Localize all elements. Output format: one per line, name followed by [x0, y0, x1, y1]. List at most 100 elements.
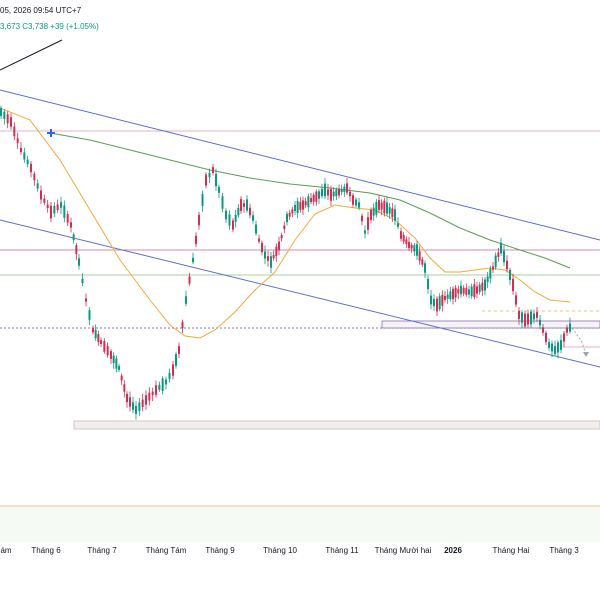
ohlc-tail: 3,673: [0, 22, 21, 31]
x-tick-label: Tháng Hai: [493, 546, 530, 555]
candle: [569, 323, 571, 332]
candle: [246, 199, 248, 211]
candle: [243, 203, 245, 207]
candle: [372, 207, 375, 216]
candle: [53, 205, 56, 214]
ma-fast: [0, 107, 571, 339]
candle: [433, 299, 435, 306]
candle: [489, 268, 492, 279]
candles-group: [0, 105, 571, 420]
candle: [261, 242, 263, 253]
candle: [340, 189, 343, 193]
candle: [539, 319, 541, 326]
candle: [446, 294, 449, 299]
candle: [240, 199, 242, 211]
candle: [512, 278, 514, 292]
candle: [138, 402, 141, 411]
candle: [545, 332, 547, 343]
candle: [527, 313, 529, 325]
candle: [327, 189, 329, 196]
cross-marker: [47, 129, 55, 137]
candle: [188, 276, 191, 284]
candle: [476, 286, 478, 294]
candle: [30, 163, 32, 173]
candle: [460, 285, 462, 295]
candle: [554, 346, 556, 354]
candle: [165, 379, 167, 385]
candle: [267, 256, 269, 261]
candle: [444, 296, 446, 300]
candle: [175, 354, 177, 366]
candle: [92, 327, 94, 333]
candle: [249, 207, 251, 216]
ohlc-change: +39 (+1.05%): [50, 22, 99, 31]
candle: [542, 327, 544, 333]
candle: [416, 244, 418, 256]
candle: [294, 204, 296, 212]
candle: [286, 213, 288, 223]
candle: [181, 321, 184, 329]
candle: [454, 287, 457, 298]
candle: [332, 191, 335, 197]
x-tick-label: Tháng 10: [263, 546, 297, 555]
x-tick-label: Tháng 9: [205, 546, 235, 555]
candle: [405, 239, 408, 244]
candle: [120, 375, 123, 381]
candle: [418, 251, 421, 261]
x-tick-label: Tháng 11: [325, 546, 359, 555]
candle: [195, 235, 197, 245]
bottom-volume-zone: [0, 506, 600, 542]
candle: [509, 269, 511, 281]
candle: [457, 289, 460, 294]
candle: [338, 188, 340, 196]
candle: [85, 298, 87, 302]
candle: [264, 251, 266, 259]
candle: [278, 241, 280, 251]
candle: [370, 209, 372, 221]
candle: [72, 234, 75, 241]
candle: [100, 340, 102, 344]
candle: [280, 235, 283, 239]
x-axis: ám Tháng 6 Tháng 7 Tháng Tám Tháng 9 Tháng 10…: [0, 546, 579, 555]
candle: [13, 126, 16, 137]
candle: [97, 334, 100, 342]
candle: [530, 311, 532, 325]
candle: [70, 222, 72, 228]
candle: [33, 173, 36, 181]
candle: [465, 287, 468, 295]
candle: [533, 313, 535, 320]
candle: [43, 198, 46, 203]
support-zone-mid: [381, 320, 600, 329]
candle: [321, 188, 323, 197]
candle: [335, 189, 338, 197]
candle: [346, 183, 348, 193]
candle: [358, 202, 360, 208]
candle: [78, 258, 80, 266]
candle: [291, 209, 294, 214]
channel-upper: [0, 89, 600, 241]
candle: [408, 241, 410, 249]
candle: [436, 298, 438, 312]
candle: [94, 329, 97, 339]
candle: [481, 282, 484, 291]
candle: [364, 230, 366, 234]
candle: [132, 402, 134, 410]
candle: [16, 138, 19, 144]
ohlc-close: C3,738: [22, 22, 49, 31]
candle: [566, 327, 568, 333]
candle: [410, 244, 413, 249]
candle: [497, 252, 500, 257]
candle: [515, 295, 517, 305]
candle: [349, 191, 351, 197]
candle: [400, 231, 402, 239]
candle: [299, 202, 302, 210]
candle: [367, 217, 369, 230]
candle: [237, 207, 240, 216]
candle: [63, 205, 66, 218]
candle: [473, 284, 476, 298]
candle: [158, 384, 161, 390]
candle: [283, 225, 286, 230]
candle: [427, 278, 429, 290]
candle: [521, 312, 523, 323]
